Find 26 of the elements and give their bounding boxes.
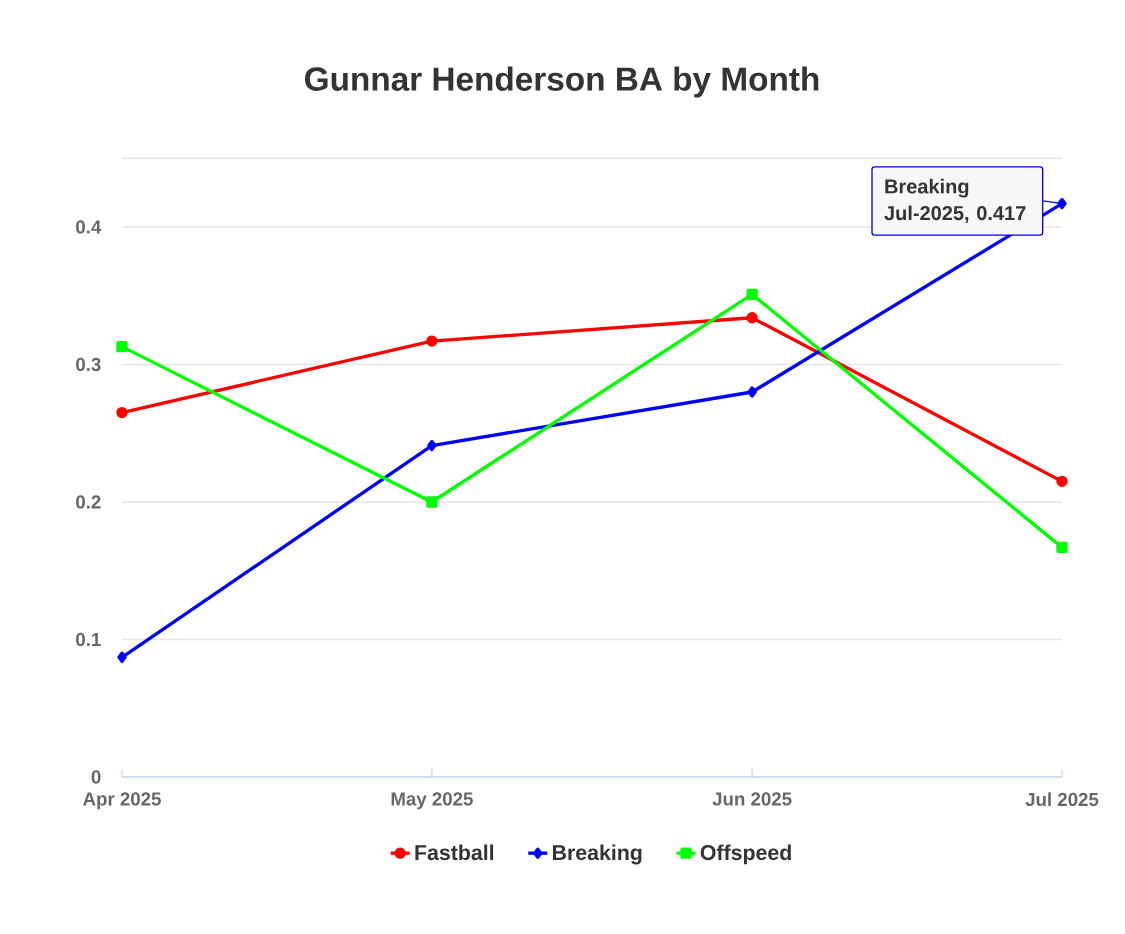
chart-title: Gunnar Henderson BA by Month bbox=[305, 66, 819, 98]
y-tick-label: 0.4 bbox=[76, 220, 102, 234]
x-tick-label: Jul 2025 bbox=[1025, 792, 1099, 807]
y-tick-label: 0 bbox=[91, 770, 101, 784]
annotation: Breaking Jul-2025, 0.417 bbox=[884, 178, 1026, 224]
point bbox=[746, 288, 758, 301]
x-tick-label: May 2025 bbox=[391, 792, 473, 810]
point bbox=[116, 340, 128, 353]
y-tick-label: 0.1 bbox=[76, 632, 101, 647]
point bbox=[1056, 541, 1068, 554]
legend-label: Breaking bbox=[553, 844, 642, 865]
point bbox=[1057, 197, 1067, 210]
point bbox=[1056, 475, 1068, 488]
point bbox=[747, 386, 757, 398]
legend-label: Fastball bbox=[415, 844, 494, 861]
point bbox=[746, 312, 758, 324]
x-tick-label: Jun 2025 bbox=[712, 792, 792, 806]
point bbox=[426, 496, 438, 508]
legend-label: Offspeed bbox=[700, 844, 791, 865]
x-tick-label: Apr 2025 bbox=[83, 792, 161, 810]
y-tick-label: 0.3 bbox=[76, 357, 101, 372]
point bbox=[426, 335, 438, 347]
point bbox=[116, 406, 128, 419]
point bbox=[117, 651, 127, 664]
y-tick-label: 0.2 bbox=[76, 495, 101, 509]
point bbox=[427, 439, 437, 452]
